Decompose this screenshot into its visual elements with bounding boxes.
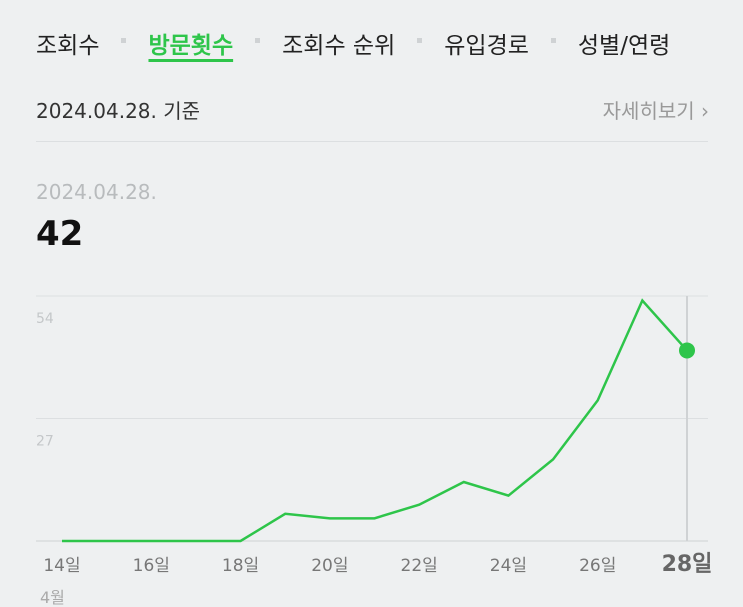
x-tick-label: 28일 bbox=[662, 552, 713, 577]
y-tick-label: 54 bbox=[36, 311, 54, 327]
tab[interactable]: 성별/연령 bbox=[577, 33, 671, 59]
tab-separator bbox=[255, 38, 261, 43]
x-tick-label: 24일 bbox=[490, 556, 527, 576]
detail-link-text[interactable]: 자세히보기 bbox=[602, 99, 695, 123]
y-tick-label: 27 bbox=[36, 434, 54, 450]
selected-date: 2024.04.28. bbox=[36, 180, 157, 204]
detail-link[interactable]: 자세히보기 › bbox=[602, 99, 709, 123]
tab[interactable]: 유입경로 bbox=[444, 33, 529, 59]
tab-separator bbox=[550, 38, 556, 43]
selected-point bbox=[679, 342, 695, 359]
tab-bar: 조회수 방문횟수 조회수 순위 유입경로 성별/연령 bbox=[36, 26, 670, 60]
basis-date: 2024.04.28. 기준 bbox=[36, 99, 201, 123]
selected-value: 42 bbox=[36, 214, 84, 254]
tab[interactable]: 조회수 bbox=[36, 33, 100, 59]
month-label: 4월 bbox=[40, 588, 65, 607]
x-tick-label: 14일 bbox=[43, 556, 80, 576]
tab[interactable]: 방문횟수 bbox=[148, 33, 234, 59]
x-tick-label: 16일 bbox=[133, 556, 170, 576]
tab-separator bbox=[121, 38, 127, 43]
x-tick-label: 20일 bbox=[311, 556, 348, 576]
divider bbox=[36, 141, 708, 142]
x-tick-label: 26일 bbox=[579, 556, 616, 576]
data-line bbox=[62, 298, 688, 543]
x-tick-label: 22일 bbox=[401, 556, 438, 576]
x-tick-label: 18일 bbox=[222, 556, 259, 576]
tab-separator bbox=[417, 38, 423, 43]
tab[interactable]: 조회수 순위 bbox=[282, 33, 396, 59]
